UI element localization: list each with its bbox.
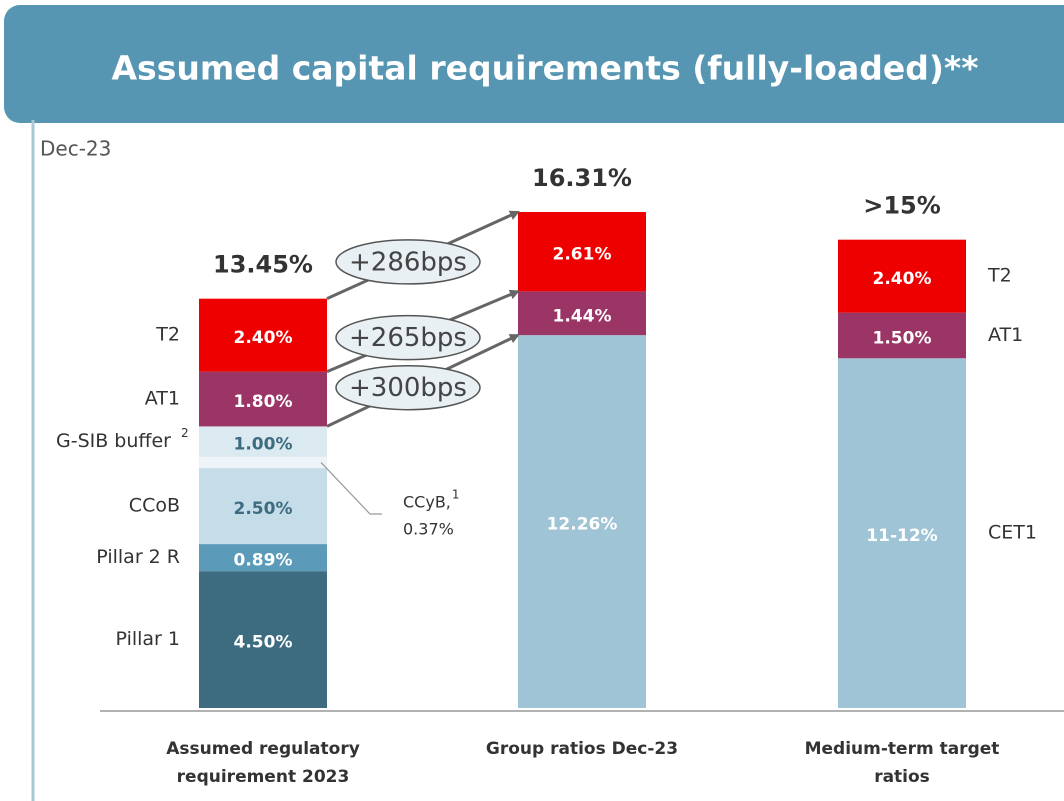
footnote-mark: 2 [181, 426, 189, 440]
total-label: >15% [863, 192, 941, 220]
bar-segment [199, 426, 327, 457]
value-label: 2.40% [873, 269, 932, 289]
bar-segment [199, 571, 327, 708]
value-label: 2.50% [234, 499, 293, 519]
legend-label: T2 [987, 265, 1012, 287]
annotation-bubble [335, 239, 481, 285]
legend-label: Pillar 2 R [96, 546, 180, 568]
value-label: 12.26% [547, 515, 618, 535]
total-label: 16.31% [532, 164, 632, 192]
bar-segment [518, 291, 646, 336]
annotation: +300bps [349, 373, 467, 403]
annotation-bubble [335, 364, 481, 411]
category-label: Assumed regulatory requirement 2023 [166, 739, 360, 787]
bar-segment [199, 298, 327, 372]
legend-label: G-SIB buffer [56, 430, 171, 452]
bar-segment [518, 212, 646, 292]
value-label: 4.50% [234, 633, 293, 653]
value-label: 1.50% [873, 328, 932, 348]
total-label: 13.45% [213, 251, 313, 279]
footnote-mark: 1 [452, 488, 460, 502]
legend-label: Pillar 1 [116, 628, 180, 650]
subtitle: Dec-23 [40, 137, 111, 161]
value-label: 1.00% [234, 435, 293, 455]
category-label: Group ratios Dec-23 [485, 739, 679, 759]
annotation-bubble [335, 314, 481, 361]
bar-segment [199, 371, 327, 427]
bar-segment [199, 468, 327, 545]
value-label: 11-12% [866, 526, 937, 546]
value-label: 1.44% [553, 306, 612, 326]
chart-title: Assumed capital requirements (fully-load… [112, 49, 979, 88]
bar-segment [199, 456, 327, 469]
bar-segment [838, 239, 966, 313]
callout-name: CCyB, [403, 493, 451, 512]
legend-label: T2 [155, 324, 180, 346]
callout-value: 0.37% [403, 520, 454, 539]
bar-segment [838, 312, 966, 359]
legend-label: AT1 [988, 324, 1023, 346]
value-label: 2.40% [234, 328, 293, 348]
annotation: +286bps [349, 247, 467, 277]
value-label: 0.89% [234, 551, 293, 571]
annotation: +265bps [349, 323, 467, 353]
legend-label: CET1 [988, 522, 1037, 544]
legend-label: CCoB [129, 495, 180, 517]
leader-line [320, 462, 382, 515]
header-band [4, 5, 1064, 123]
bar-segment [199, 544, 327, 572]
bar-segment [518, 335, 646, 708]
value-label: 1.80% [234, 392, 293, 412]
category-label: Medium-term target ratios [804, 739, 1000, 787]
bar-segment [838, 358, 966, 708]
legend-label: AT1 [145, 388, 180, 410]
value-label: 2.61% [553, 245, 612, 265]
